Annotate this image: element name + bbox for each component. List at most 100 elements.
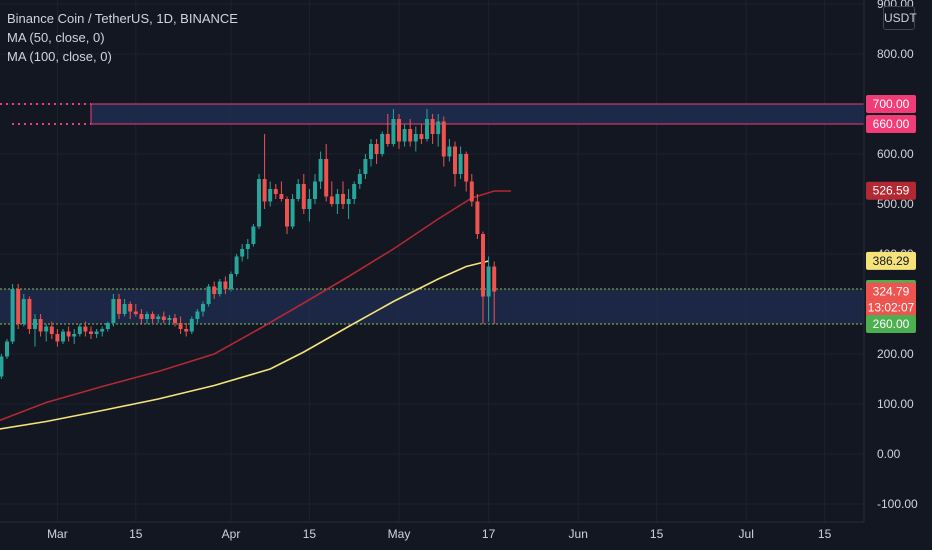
candle-body <box>44 326 49 332</box>
candle <box>413 126 418 152</box>
candle <box>77 324 82 337</box>
candle <box>458 146 463 179</box>
time-tick-label: 15 <box>818 527 832 541</box>
candle <box>430 114 435 144</box>
candle <box>346 189 351 219</box>
candle-body <box>279 194 284 199</box>
candle <box>341 181 345 209</box>
price-badge-bg <box>866 251 916 270</box>
candle <box>184 323 189 337</box>
candle-body <box>313 181 317 199</box>
candle-body <box>33 319 37 329</box>
time-axis[interactable]: Mar 15 Apr 15 May 17 Jun 15 Jul 15 <box>47 527 832 541</box>
candle <box>161 311 166 323</box>
candle-body <box>61 331 65 342</box>
candle <box>38 314 43 337</box>
candle-body <box>223 281 228 289</box>
candle <box>313 174 317 204</box>
candle <box>94 329 99 338</box>
candle-body <box>77 326 82 334</box>
candle-body <box>100 329 105 332</box>
candle <box>223 276 228 294</box>
candle <box>318 151 323 189</box>
candle <box>369 139 373 167</box>
candle <box>441 116 446 167</box>
candle <box>296 179 301 202</box>
price-badge-bg <box>866 95 916 113</box>
candle <box>402 124 407 147</box>
candle <box>391 109 396 147</box>
candle-body <box>481 234 485 297</box>
candle <box>173 314 177 327</box>
time-tick-label: Jun <box>569 527 588 541</box>
candle <box>234 254 239 277</box>
price-tick-label: 100.00 <box>877 397 914 411</box>
candle-body <box>492 266 497 292</box>
candle-body <box>318 159 323 182</box>
candle-body <box>469 181 474 202</box>
candle <box>385 114 390 147</box>
candle <box>66 326 71 342</box>
candle <box>105 321 110 332</box>
candle-body <box>357 174 362 184</box>
price-badge-value: 324.79 <box>873 285 910 299</box>
candle <box>245 239 250 259</box>
candle-body <box>408 129 413 142</box>
time-tick-label: May <box>388 527 411 541</box>
time-tick-label: 15 <box>650 527 664 541</box>
ma50-legend[interactable]: MA (50, close, 0) <box>7 30 105 45</box>
candle-body <box>453 146 457 174</box>
ma100-legend[interactable]: MA (100, close, 0) <box>7 49 112 64</box>
candle <box>419 124 424 144</box>
candle-body <box>341 194 345 204</box>
candlestick-series <box>0 109 497 379</box>
candle-body <box>21 299 26 324</box>
candle-body <box>234 256 239 274</box>
candle <box>279 181 284 202</box>
candle-body <box>184 329 189 332</box>
candle <box>240 244 245 262</box>
candle-body <box>139 314 144 319</box>
candle-body <box>374 144 379 154</box>
candle-body <box>352 184 357 199</box>
candle <box>55 329 60 347</box>
price-badge-value: 700.00 <box>873 97 910 111</box>
candle-body <box>430 119 435 134</box>
candle <box>10 284 15 344</box>
candle <box>329 181 334 207</box>
candle <box>156 314 161 323</box>
candle-body <box>55 334 60 342</box>
price-badge-bg <box>866 315 916 333</box>
candle-body <box>167 318 172 320</box>
candle-body <box>72 334 77 337</box>
candle-body <box>195 311 200 319</box>
time-tick-label: 15 <box>303 527 317 541</box>
symbol-title[interactable]: Binance Coin / TetherUS, 1D, BINANCE <box>7 11 238 26</box>
candle <box>206 284 211 307</box>
candle <box>290 194 295 229</box>
candle-body <box>257 179 261 227</box>
candle-body <box>391 119 396 144</box>
candle <box>195 309 200 323</box>
candle <box>464 151 469 192</box>
time-tick-label: 15 <box>129 527 143 541</box>
price-tick-label: 200.00 <box>877 347 914 361</box>
candle-body <box>122 304 127 314</box>
time-tick-label: Mar <box>47 527 68 541</box>
candle <box>301 174 306 214</box>
candle <box>178 316 183 334</box>
candle <box>0 354 4 379</box>
candle-body <box>229 274 233 289</box>
currency-selector-button[interactable]: USDT <box>883 6 917 30</box>
price-badge-value: 526.59 <box>873 184 910 198</box>
candle <box>44 324 49 342</box>
price-badge-bg <box>866 115 916 133</box>
candle-body <box>212 286 217 294</box>
candle <box>268 181 273 207</box>
candle-body <box>385 134 390 144</box>
candle <box>492 261 497 324</box>
candle <box>273 184 278 199</box>
price-badge-bg <box>866 282 916 317</box>
price-tick-label: 600.00 <box>877 147 914 161</box>
